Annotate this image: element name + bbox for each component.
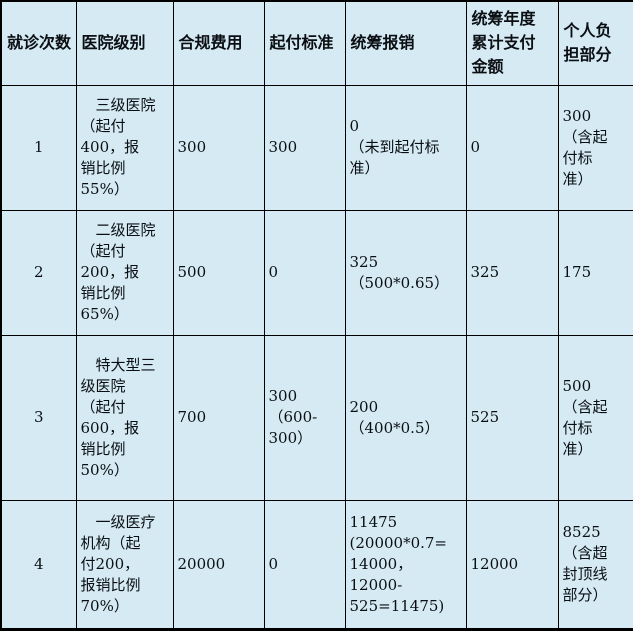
column-header-visit-count: 就诊次数 — [0, 0, 77, 86]
cell-compliant-cost: 500 — [172, 209, 265, 336]
cell-hospital-level: 三级医院 （起付 400，报 销比例 55%） — [75, 84, 174, 211]
cell-pooled-reimbursement: 0 （未到起付标 准） — [344, 84, 467, 211]
cell-deductible: 0 — [263, 209, 346, 336]
column-header-compliant-cost: 合规费用 — [172, 0, 265, 86]
cell-compliant-cost: 20000 — [172, 499, 265, 630]
cell-hospital-level: 二级医院 （起付 200，报 销比例 65%） — [75, 209, 174, 336]
cell-deductible: 300 （600- 300） — [263, 334, 346, 501]
cell-deductible: 300 — [263, 84, 346, 211]
cell-hospital-level: 一级医疗 机构（起 付200， 报销比例 70%） — [75, 499, 174, 630]
cell-pooled-reimbursement: 11475 (20000*0.7= 14000， 12000- 525=1147… — [344, 499, 467, 630]
table-row: 4 一级医疗 机构（起 付200， 报销比例 70%） 20000 0 1147… — [0, 499, 633, 630]
cell-visit-number: 2 — [0, 209, 77, 336]
cell-pooled-reimbursement: 200 （400*0.5） — [344, 334, 467, 501]
table-row: 1 三级医院 （起付 400，报 销比例 55%） 300 300 0 （未到起… — [0, 84, 633, 211]
cell-hospital-level: 特大型三 级医院 （起付 600，报 销比例 50%） — [75, 334, 174, 501]
cell-personal-burden: 500 （含起 付标 准） — [557, 334, 633, 501]
column-header-hospital-level: 医院级别 — [75, 0, 174, 86]
cell-annual-cumulative: 525 — [465, 334, 559, 501]
cell-personal-burden: 8525 （含超 封顶线 部分） — [557, 499, 633, 630]
cell-compliant-cost: 700 — [172, 334, 265, 501]
cell-personal-burden: 300 （含起 付标 准） — [557, 84, 633, 211]
column-header-personal-burden: 个人负 担部分 — [557, 0, 633, 86]
cell-pooled-reimbursement: 325 （500*0.65） — [344, 209, 467, 336]
table-row: 2 二级医院 （起付 200，报 销比例 65%） 500 0 325 （500… — [0, 209, 633, 336]
cell-compliant-cost: 300 — [172, 84, 265, 211]
column-header-pooled-reimbursement: 统筹报销 — [344, 0, 467, 86]
cell-annual-cumulative: 0 — [465, 84, 559, 211]
cell-visit-number: 1 — [0, 84, 77, 211]
column-header-annual-cumulative-payment: 统筹年度 累计支付 金额 — [465, 0, 559, 86]
column-header-deductible-standard: 起付标准 — [263, 0, 346, 86]
cell-personal-burden: 175 — [557, 209, 633, 336]
cell-visit-number: 3 — [0, 334, 77, 501]
cell-annual-cumulative: 325 — [465, 209, 559, 336]
table-row: 3 特大型三 级医院 （起付 600，报 销比例 50%） 700 300 （6… — [0, 334, 633, 501]
cell-annual-cumulative: 12000 — [465, 499, 559, 630]
cell-deductible: 0 — [263, 499, 346, 630]
cell-visit-number: 4 — [0, 499, 77, 630]
table-header-row: 就诊次数 医院级别 合规费用 起付标准 统筹报销 统筹年度 累计支付 金额 个人… — [0, 0, 633, 86]
